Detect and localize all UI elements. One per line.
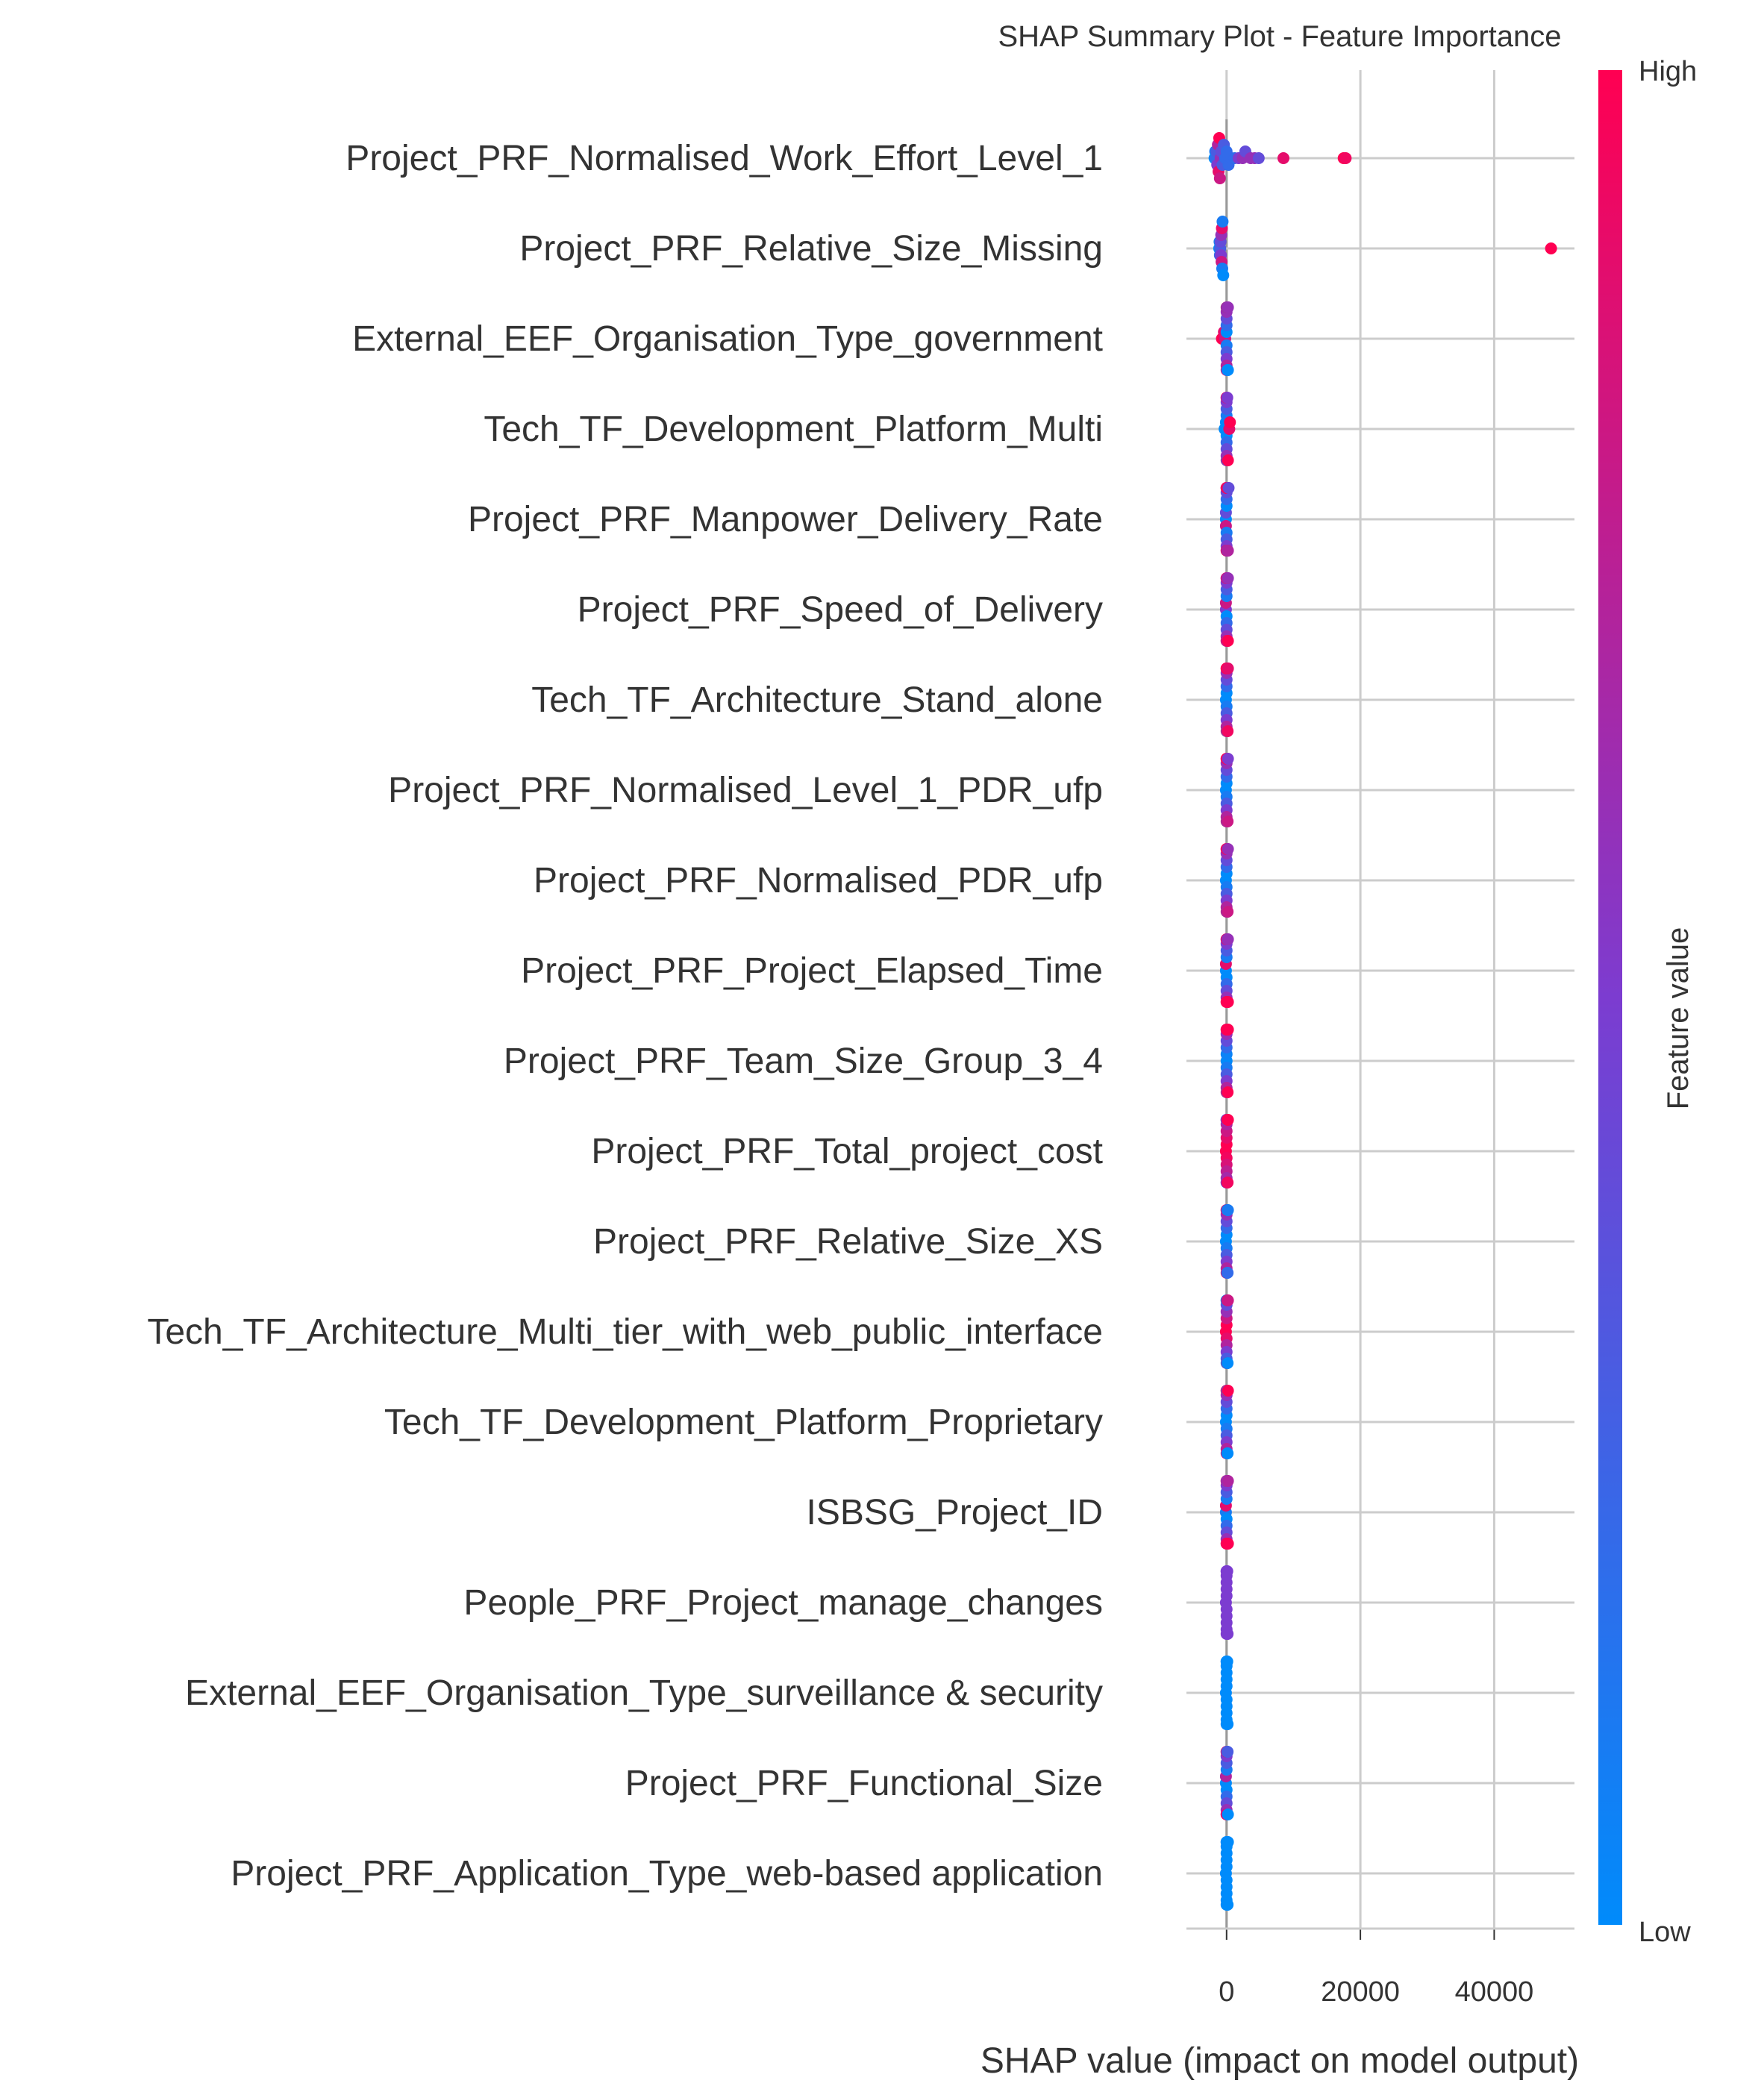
- shap-point: [1222, 1294, 1234, 1306]
- shap-point: [1216, 216, 1229, 228]
- shap-point: [1221, 1565, 1233, 1577]
- shap-point: [1222, 1718, 1234, 1730]
- feature-label: ISBSG_Project_ID: [807, 1493, 1104, 1532]
- shap-point: [1222, 364, 1234, 376]
- shap-point: [1222, 1447, 1234, 1459]
- colorbar-title: Feature value: [1662, 927, 1695, 1110]
- shap-point: [1222, 843, 1234, 855]
- shap-point: [1222, 545, 1234, 557]
- feature-label: Project_PRF_Manpower_Delivery_Rate: [468, 500, 1103, 539]
- feature-label: Project_PRF_Functional_Size: [625, 1764, 1103, 1803]
- feature-label: Project_PRF_Normalised_Work_Effort_Level…: [345, 139, 1103, 178]
- shap-point: [1222, 996, 1234, 1008]
- shap-point: [1277, 152, 1289, 164]
- feature-label: Project_PRF_Normalised_PDR_ufp: [534, 861, 1103, 901]
- shap-point: [1221, 392, 1233, 404]
- data-points: [1208, 132, 1557, 1911]
- shap-point: [1222, 1267, 1234, 1279]
- shap-point: [1213, 172, 1226, 184]
- shap-point: [1222, 753, 1234, 765]
- feature-label: Tech_TF_Architecture_Stand_alone: [531, 680, 1103, 720]
- shap-point: [1222, 1177, 1234, 1188]
- feature-label: Project_PRF_Normalised_Level_1_PDR_ufp: [388, 771, 1103, 810]
- shap-point: [1222, 1628, 1234, 1640]
- feature-label: External_EEF_Organisation_Type_governmen…: [352, 319, 1103, 359]
- shap-point: [1222, 482, 1235, 494]
- shap-point: [1222, 1086, 1234, 1098]
- feature-label: Project_PRF_Relative_Size_XS: [593, 1222, 1103, 1262]
- shap-point: [1222, 663, 1234, 674]
- shap-point: [1224, 416, 1236, 428]
- shap-point: [1221, 1656, 1233, 1667]
- colorbar-high-label: High: [1639, 56, 1697, 87]
- shap-point: [1222, 1204, 1234, 1216]
- feature-label: Project_PRF_Application_Type_web-based a…: [231, 1854, 1103, 1894]
- feature-label: Tech_TF_Development_Platform_Proprietary: [384, 1403, 1103, 1442]
- chart-title: SHAP Summary Plot - Feature Importance: [998, 20, 1561, 53]
- x-axis-label: SHAP value (impact on model output): [980, 2041, 1579, 2081]
- shap-point: [1222, 906, 1234, 918]
- feature-label: Project_PRF_Project_Elapsed_Time: [521, 951, 1103, 991]
- colorbar: [1598, 70, 1622, 1925]
- shap-point: [1222, 1808, 1234, 1820]
- feature-label: Tech_TF_Architecture_Multi_tier_with_web…: [147, 1312, 1103, 1352]
- shap-point: [1222, 301, 1234, 313]
- feature-label: External_EEF_Organisation_Type_surveilla…: [185, 1673, 1103, 1713]
- shap-point: [1222, 1746, 1234, 1758]
- shap-point: [1222, 1357, 1234, 1369]
- x-tick-label: 0: [1219, 1976, 1234, 2008]
- feature-label: Tech_TF_Development_Platform_Multi: [484, 410, 1103, 449]
- shap-point: [1222, 1538, 1234, 1550]
- shap-point: [1222, 1475, 1234, 1487]
- x-axis: 0 20000 40000: [1186, 1927, 1574, 2008]
- gridlines: [1186, 70, 1574, 1929]
- shap-point: [1222, 1024, 1234, 1036]
- shap-point: [1222, 1899, 1234, 1911]
- x-tick-label: 40000: [1455, 1976, 1534, 2008]
- shap-point: [1222, 454, 1234, 466]
- colorbar-low-label: Low: [1639, 1917, 1691, 1948]
- feature-label: Project_PRF_Relative_Size_Missing: [519, 229, 1103, 269]
- shap-point: [1222, 1385, 1234, 1397]
- shap-point: [1222, 815, 1234, 827]
- feature-labels: Project_PRF_Normalised_Work_Effort_Level…: [147, 139, 1103, 1894]
- feature-label: Project_PRF_Team_Size_Group_3_4: [504, 1042, 1103, 1081]
- shap-point: [1222, 635, 1234, 647]
- feature-label: Project_PRF_Total_project_cost: [591, 1132, 1103, 1171]
- shap-point: [1222, 1836, 1234, 1848]
- shap-point: [1222, 933, 1234, 945]
- shap-point: [1222, 725, 1234, 737]
- shap-point: [1339, 152, 1352, 164]
- shap-point: [1545, 242, 1557, 254]
- feature-label: People_PRF_Project_manage_changes: [463, 1583, 1103, 1623]
- shap-point: [1252, 152, 1265, 164]
- x-tick-label: 20000: [1321, 1976, 1400, 2008]
- shap-point: [1222, 1114, 1234, 1126]
- shap-point: [1217, 269, 1230, 281]
- shap-point: [1222, 572, 1234, 584]
- feature-label: Project_PRF_Speed_of_Delivery: [578, 590, 1103, 630]
